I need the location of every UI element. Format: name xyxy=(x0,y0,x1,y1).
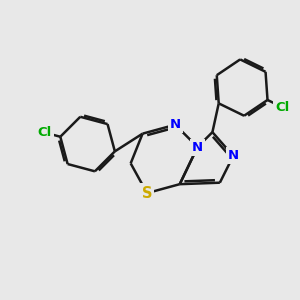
Text: N: N xyxy=(192,140,203,154)
Text: Cl: Cl xyxy=(38,126,52,139)
Text: S: S xyxy=(142,186,152,201)
Text: Cl: Cl xyxy=(275,100,289,114)
Text: N: N xyxy=(228,149,239,162)
Text: N: N xyxy=(170,118,181,131)
